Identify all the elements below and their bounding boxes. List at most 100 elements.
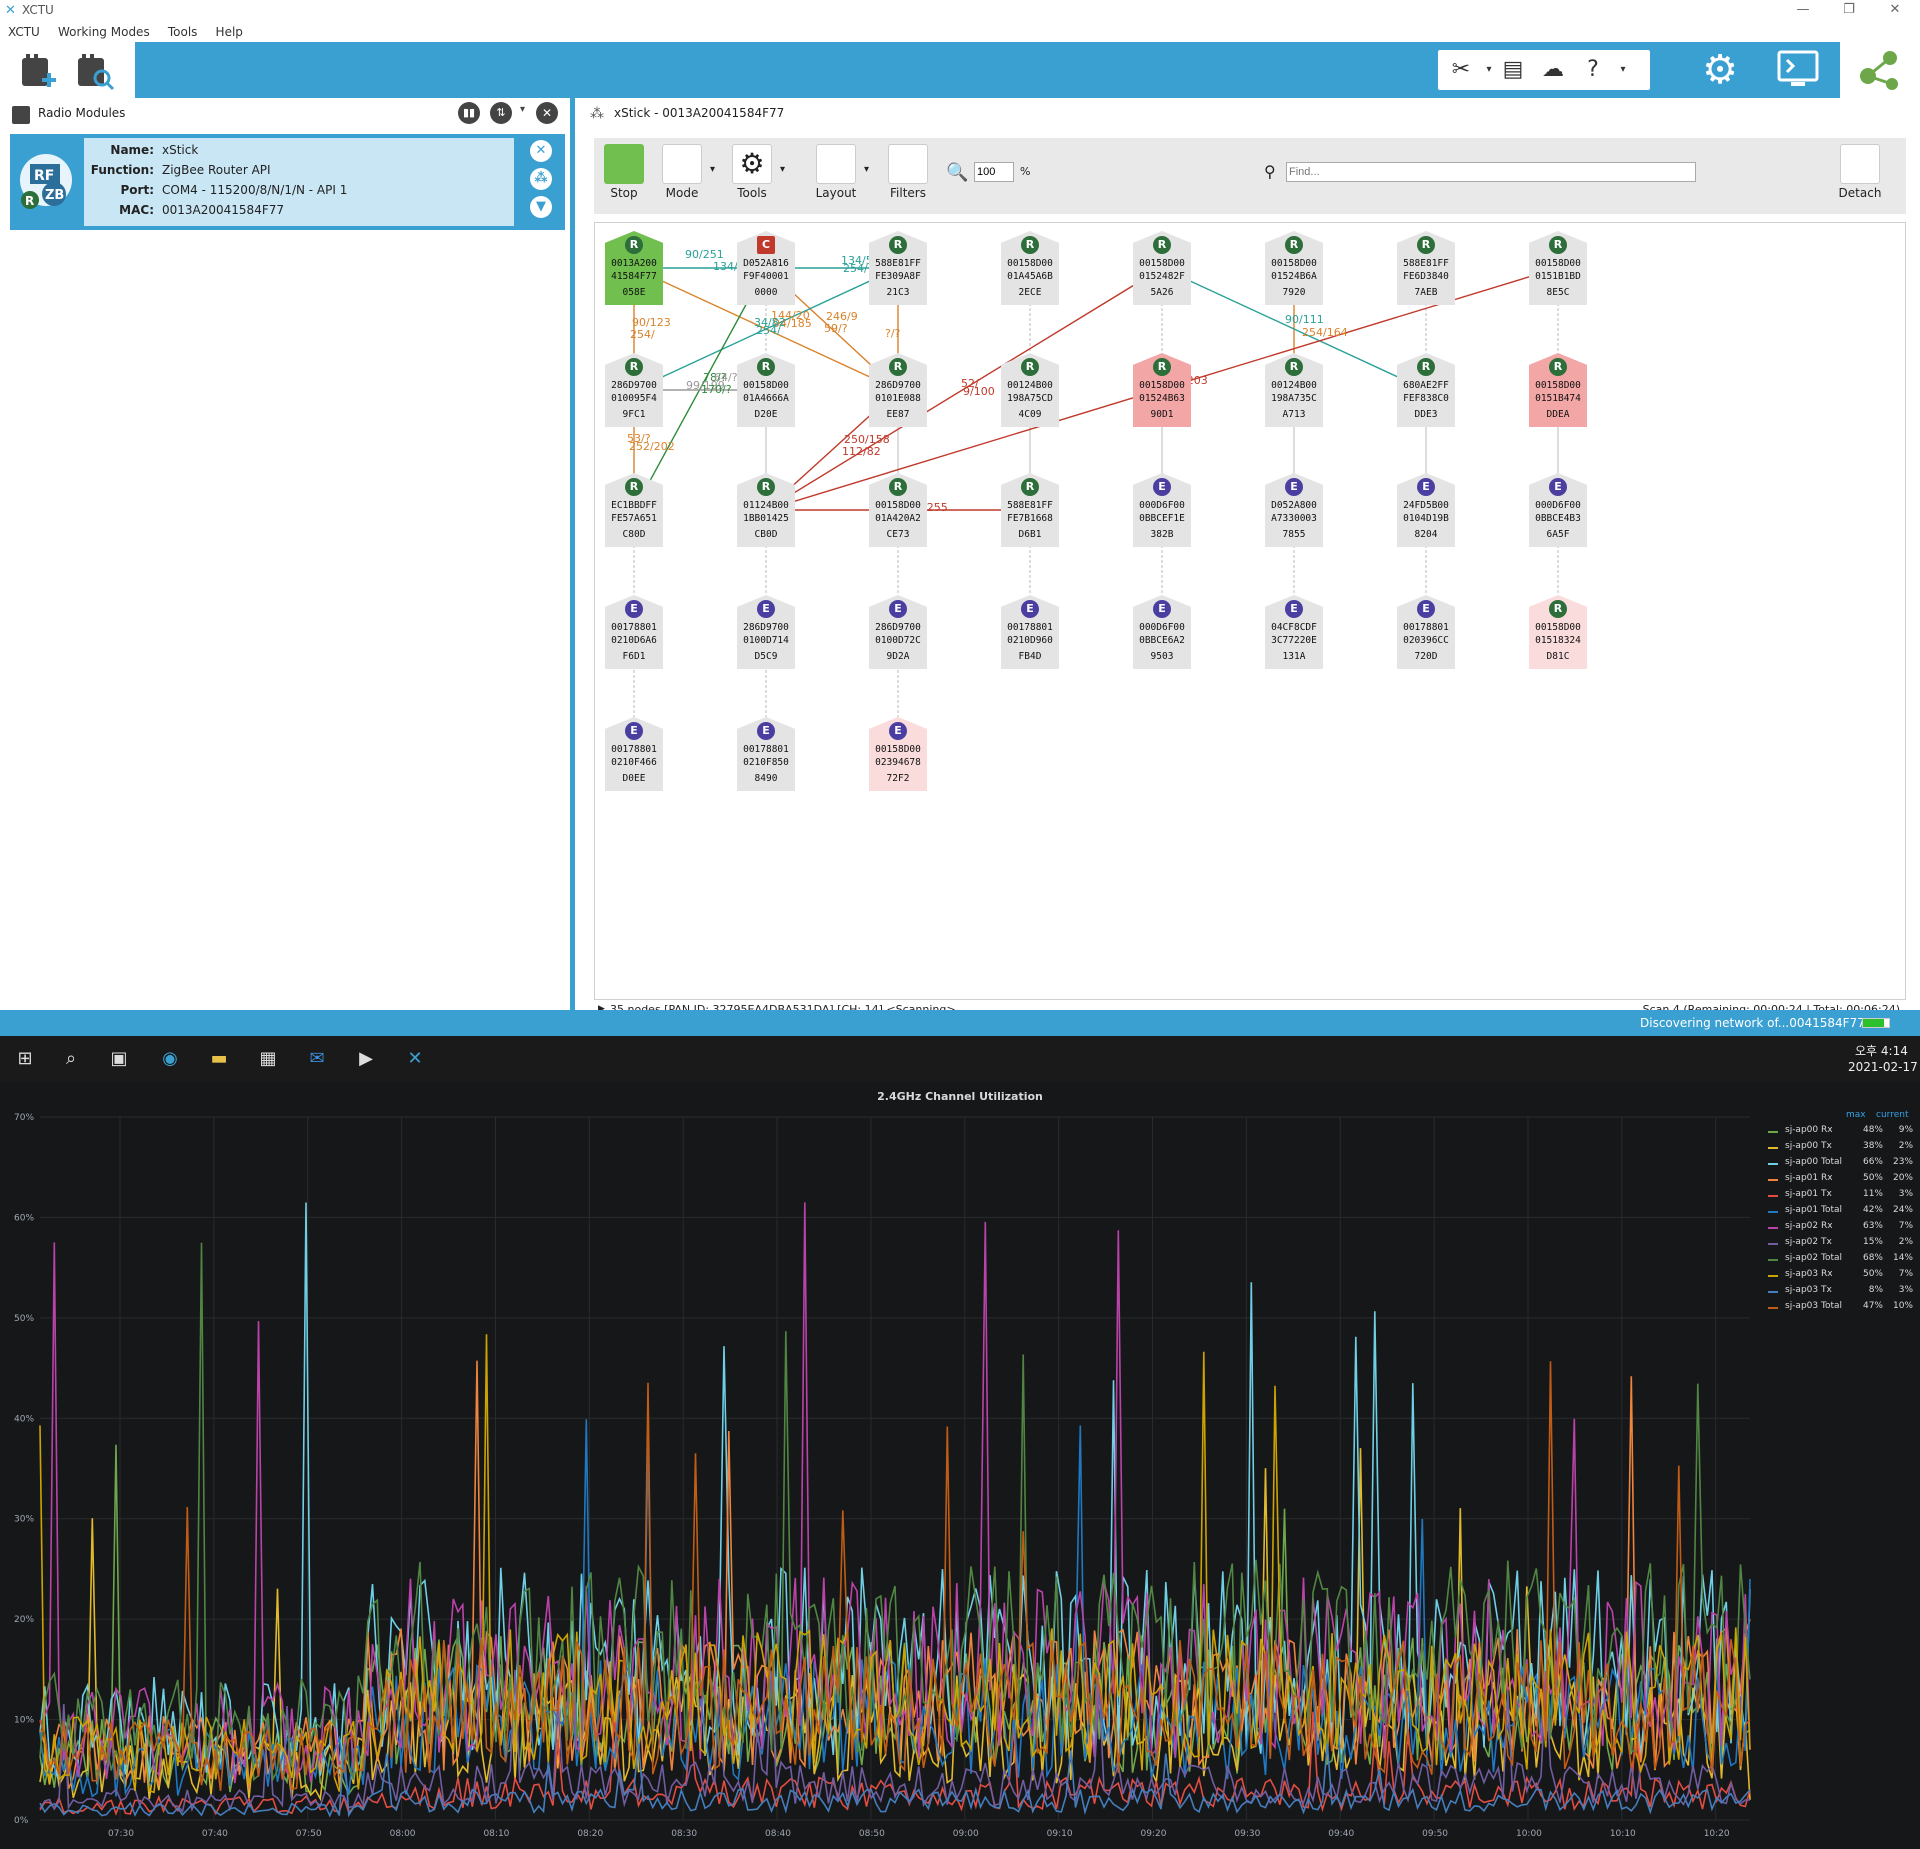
zoom-input[interactable]	[974, 162, 1014, 182]
help-icon[interactable]: ?	[1587, 57, 1599, 82]
chevron-down-icon[interactable]: ▾	[520, 104, 526, 115]
detach-button[interactable]: Detach	[1836, 144, 1884, 208]
legend-item[interactable]: sj-ap00 Total 66% 23%	[1763, 1156, 1913, 1172]
network-node[interactable]: R 00124B00 198A735C A713	[1265, 353, 1323, 427]
module-card[interactable]: RF ZB R Name: xStick Function: ZigBee Rout…	[10, 134, 565, 230]
feedback-icon[interactable]: ☁	[1542, 57, 1564, 82]
legend-item[interactable]: sj-ap03 Rx 50% 7%	[1763, 1268, 1913, 1284]
find-input[interactable]	[1286, 162, 1696, 182]
minimize-button[interactable]: —	[1796, 2, 1810, 17]
mode-button[interactable]: Mode	[658, 144, 706, 208]
discover-radio-icon[interactable]	[72, 48, 116, 92]
chevron-down-icon[interactable]: ▾	[710, 164, 716, 175]
store-icon[interactable]: ▦	[259, 1048, 277, 1069]
remove-all-icon[interactable]: ✕	[536, 102, 558, 124]
network-node[interactable]: E 00158D00 02394678 72F2	[869, 717, 927, 791]
network-node[interactable]: R 00158D00 01A45A6B 2ECE	[1001, 231, 1059, 305]
network-node[interactable]: R 00158D00 01524B6A 7920	[1265, 231, 1323, 305]
network-node[interactable]: E 00178801 0210F466 D0EE	[605, 717, 663, 791]
legend-item[interactable]: sj-ap03 Total 47% 10%	[1763, 1300, 1913, 1316]
network-node[interactable]: R 00158D00 0151B474 DDEA	[1529, 353, 1587, 427]
network-node[interactable]: R 01124B00 1BB01425 CB0D	[737, 473, 795, 547]
disconnect-icon[interactable]: ✕	[530, 140, 552, 162]
network-tab[interactable]	[1840, 42, 1920, 98]
network-node[interactable]: E 00178801 0210D960 FB4D	[1001, 595, 1059, 669]
stop-button[interactable]: Stop	[600, 144, 648, 208]
network-node[interactable]: E 00178801 0210D6A6 F6D1	[605, 595, 663, 669]
network-node[interactable]: E 000D6F00 0BBCEF1E 382B	[1133, 473, 1191, 547]
node-type-icon: E	[757, 600, 775, 618]
search-icon[interactable]: ⌕	[65, 1048, 77, 1069]
menu-help[interactable]: Help	[215, 25, 243, 39]
network-node[interactable]: R 00158D00 01A4666A D20E	[737, 353, 795, 427]
network-graph[interactable]: 90/251 90/123 254/246/9 94/185 254/78/? 99/19…	[594, 222, 1906, 1000]
chevron-down-icon[interactable]: ▾	[864, 164, 870, 175]
close-button[interactable]: ✕	[1889, 2, 1901, 17]
legend-item[interactable]: sj-ap03 Tx 8% 3%	[1763, 1284, 1913, 1300]
chevron-down-icon[interactable]: ▼	[530, 196, 552, 218]
tools-button[interactable]: ⚙ Tools	[728, 144, 776, 208]
restore-button[interactable]: ❐	[1843, 2, 1855, 17]
menu-xctu[interactable]: XCTU	[8, 25, 40, 39]
network-node[interactable]: R 588E81FF FE7B1668 D6B1	[1001, 473, 1059, 547]
network-node[interactable]: R 00158D00 01A420A2 CE73	[869, 473, 927, 547]
network-node[interactable]: R 680AE2FF FEF838C0 DDE3	[1397, 353, 1455, 427]
network-node[interactable]: R 286D9700 0101E088 EE87	[869, 353, 927, 427]
chevron-right-icon[interactable]: ▶	[598, 1004, 605, 1014]
chevron-down-icon[interactable]: ▾	[1486, 64, 1492, 75]
network-node[interactable]: R 588E81FF FE309A8F 21C3	[869, 231, 927, 305]
network-node[interactable]: R 00158D00 01518324 D81C	[1529, 595, 1587, 669]
network-node[interactable]: E 000D6F00 0BBCE6A2 9503	[1133, 595, 1191, 669]
xctu-taskbar-icon[interactable]: ✕	[407, 1048, 423, 1069]
console-log-icon[interactable]: ▤	[1502, 57, 1524, 82]
legend-item[interactable]: sj-ap02 Total 68% 14%	[1763, 1252, 1913, 1268]
x-tick-label: 08:20	[577, 1829, 603, 1839]
tools-icon[interactable]: ✂	[1451, 57, 1471, 82]
compare-icon[interactable]: ▮▮	[458, 102, 480, 124]
chevron-down-icon[interactable]: ▾	[1620, 64, 1626, 75]
legend-item[interactable]: sj-ap00 Tx 38% 2%	[1763, 1140, 1913, 1156]
network-node[interactable]: E 286D9700 0100D72C 9D2A	[869, 595, 927, 669]
network-node[interactable]: R 00124B00 198A75CD 4C09	[1001, 353, 1059, 427]
network-node[interactable]: R 0013A200 41584F77 058E	[605, 231, 663, 305]
network-icon[interactable]: ⁂	[530, 168, 552, 190]
menu-tools[interactable]: Tools	[167, 25, 198, 39]
node-address-low: FE7B1668	[1007, 513, 1053, 524]
network-node[interactable]: R 00158D00 01524B63 90D1	[1133, 353, 1191, 427]
network-node[interactable]: E 04CF8CDF 3C77220E 131A	[1265, 595, 1323, 669]
network-node[interactable]: R 286D9700 010095F4 9FC1	[605, 353, 663, 427]
legend-item[interactable]: sj-ap00 Rx 48% 9%	[1763, 1124, 1913, 1140]
legend-item[interactable]: sj-ap01 Total 42% 24%	[1763, 1204, 1913, 1220]
network-node[interactable]: R 00158D00 0152482F 5A26	[1133, 231, 1191, 305]
filters-button[interactable]: Filters	[884, 144, 932, 208]
legend-item[interactable]: sj-ap01 Tx 11% 3%	[1763, 1188, 1913, 1204]
network-node[interactable]: R 00158D00 0151B1BD 8E5C	[1529, 231, 1587, 305]
mail-icon[interactable]: ✉	[309, 1048, 325, 1069]
network-node[interactable]: E 00178801 020396CC 720D	[1397, 595, 1455, 669]
network-node[interactable]: E 00178801 0210F850 8490	[737, 717, 795, 791]
add-radio-icon[interactable]	[16, 48, 60, 92]
network-node[interactable]: E 286D9700 0100D714 D5C9	[737, 595, 795, 669]
chevron-down-icon[interactable]: ▾	[780, 164, 786, 175]
gear-icon[interactable]: ⚙	[1702, 47, 1738, 93]
filters-label: Filters	[890, 186, 926, 200]
file-explorer-icon[interactable]: ▬	[210, 1048, 228, 1069]
network-node[interactable]: R 588E81FF FE6D3840 7AEB	[1397, 231, 1455, 305]
edge-icon[interactable]: ◉	[162, 1048, 178, 1069]
task-view-icon[interactable]: ▣	[110, 1048, 128, 1069]
terminal-icon[interactable]	[1775, 48, 1823, 92]
network-node[interactable]: E D052A800 A7330003 7855	[1265, 473, 1323, 547]
network-node[interactable]: E 000D6F00 0BBCE4B3 6A5F	[1529, 473, 1587, 547]
start-icon[interactable]: ⊞	[17, 1048, 33, 1069]
network-node[interactable]: R EC1BBDFF FE57A651 C80D	[605, 473, 663, 547]
network-node[interactable]: E 24FD5B00 0104D19B 8204	[1397, 473, 1455, 547]
media-player-icon[interactable]: ▶	[359, 1048, 373, 1069]
legend-item[interactable]: sj-ap02 Rx 63% 7%	[1763, 1220, 1913, 1236]
series-line-sj-ap03-rx	[39, 1334, 1751, 1794]
sort-icon[interactable]: ⇅	[490, 102, 512, 124]
menu-working-modes[interactable]: Working Modes	[57, 25, 150, 39]
layout-button[interactable]: Layout	[812, 144, 860, 208]
network-node[interactable]: C D052A816 F9F40001 0000	[737, 231, 795, 305]
legend-item[interactable]: sj-ap01 Rx 50% 20%	[1763, 1172, 1913, 1188]
legend-item[interactable]: sj-ap02 Tx 15% 2%	[1763, 1236, 1913, 1252]
